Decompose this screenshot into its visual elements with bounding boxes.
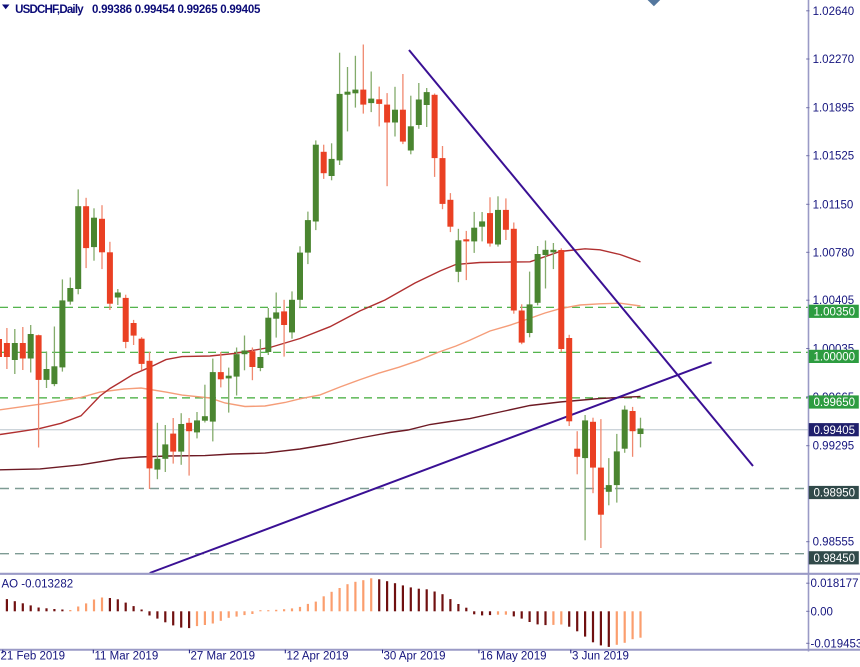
svg-text:21 Feb 2019: 21 Feb 2019: [1, 651, 66, 663]
svg-text:0.99650: 0.99650: [814, 397, 856, 409]
svg-text:0.00: 0.00: [811, 606, 833, 618]
svg-text:1.00405: 1.00405: [813, 295, 855, 307]
svg-text:12 Apr 2019: 12 Apr 2019: [287, 651, 349, 663]
svg-text:1.01525: 1.01525: [813, 151, 855, 163]
svg-text:3 Jun 2019: 3 Jun 2019: [572, 651, 629, 663]
svg-text:1.01895: 1.01895: [813, 103, 855, 115]
svg-text:0.99405: 0.99405: [814, 425, 856, 437]
svg-text:1.01150: 1.01150: [813, 199, 854, 211]
svg-text:11 Mar 2019: 11 Mar 2019: [95, 651, 159, 663]
svg-text:1.00350: 1.00350: [814, 307, 856, 319]
svg-text:1.02270: 1.02270: [813, 54, 855, 66]
svg-text:27 Mar 2019: 27 Mar 2019: [191, 651, 256, 663]
svg-text:USDCHF,Daily: USDCHF,Daily: [15, 4, 84, 16]
svg-text:0.018177: 0.018177: [811, 578, 859, 590]
svg-text:0.98450: 0.98450: [814, 553, 856, 565]
svg-text:1.02640: 1.02640: [813, 6, 855, 18]
svg-text:0.98555: 0.98555: [813, 537, 855, 549]
svg-text:1.00780: 1.00780: [813, 247, 855, 259]
svg-text:0.99295: 0.99295: [813, 441, 855, 453]
svg-text:16 May 2019: 16 May 2019: [480, 651, 547, 663]
svg-text:30 Apr 2019: 30 Apr 2019: [384, 651, 446, 663]
svg-text:0.99386 0.99454 0.99265 0.9940: 0.99386 0.99454 0.99265 0.99405: [92, 4, 261, 16]
svg-text:0.98950: 0.98950: [814, 488, 856, 500]
svg-text:-0.019453: -0.019453: [811, 638, 860, 650]
svg-text:1.00000: 1.00000: [814, 352, 856, 364]
svg-text:AO -0.013282: AO -0.013282: [2, 579, 74, 591]
